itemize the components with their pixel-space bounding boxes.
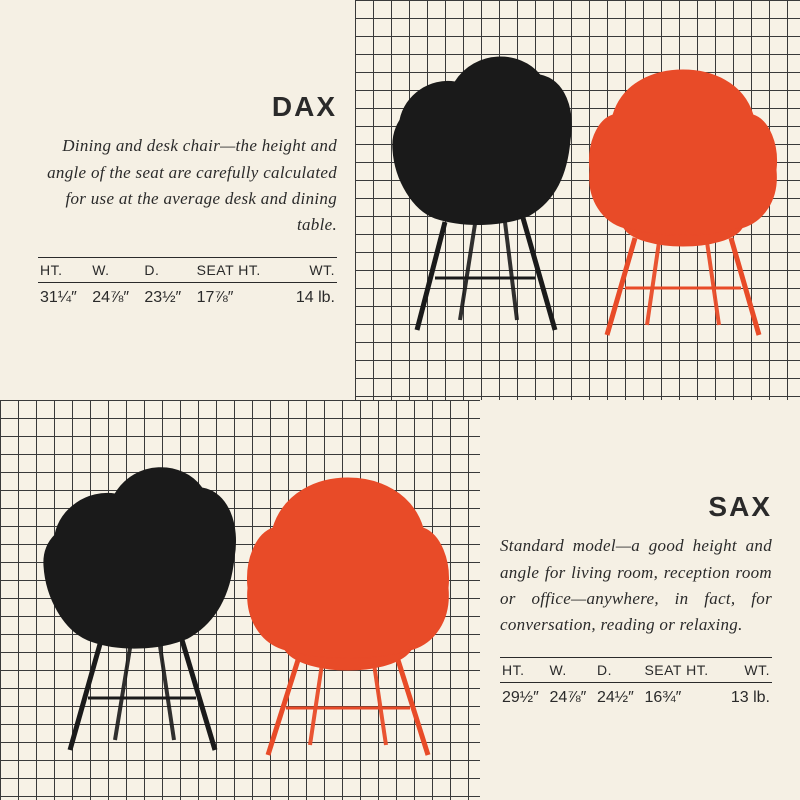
val-w: 24⅞″ [547,682,594,709]
table-row: 29½″ 24⅞″ 24½″ 16¾″ 13 lb. [500,682,772,709]
val-wt: 14 lb. [282,282,337,309]
chair-side-silhouette [44,468,236,750]
table-row: 31¼″ 24⅞″ 23½″ 17⅞″ 14 lb. [38,282,337,309]
dax-text-block: DAX Dining and desk chair—the height and… [0,0,355,400]
col-w: W. [547,657,594,682]
sax-title: SAX [500,491,772,523]
sax-grid-panel [0,400,480,800]
table-header-row: HT. W. D. SEAT HT. WT. [38,257,337,282]
dax-spec-table: HT. W. D. SEAT HT. WT. 31¼″ 24⅞″ 23½″ 17… [38,257,337,309]
col-seat-ht: SEAT HT. [195,257,282,282]
val-w: 24⅞″ [90,282,142,309]
dax-title: DAX [38,91,337,123]
chair-front-silhouette [589,70,776,335]
sax-section: SAX Standard model—a good height and ang… [0,400,800,800]
val-seat-ht: 16¾″ [642,682,721,709]
col-wt: WT. [722,657,772,682]
col-d: D. [142,257,194,282]
dax-description: Dining and desk chair—the height and ang… [38,133,337,238]
col-ht: HT. [38,257,90,282]
sax-chair-illustration [0,400,480,800]
col-w: W. [90,257,142,282]
dax-section: DAX Dining and desk chair—the height and… [0,0,800,400]
val-d: 23½″ [142,282,194,309]
val-d: 24½″ [595,682,642,709]
sax-spec-table: HT. W. D. SEAT HT. WT. 29½″ 24⅞″ 24½″ 16… [500,657,772,709]
dax-chair-illustration [355,0,800,400]
sax-description: Standard model—a good height and angle f… [500,533,772,638]
table-header-row: HT. W. D. SEAT HT. WT. [500,657,772,682]
val-wt: 13 lb. [722,682,772,709]
col-d: D. [595,657,642,682]
val-ht: 29½″ [500,682,547,709]
dax-grid-panel [355,0,800,400]
chair-front-silhouette [248,478,449,755]
chair-side-silhouette [393,57,571,330]
col-seat-ht: SEAT HT. [642,657,721,682]
col-ht: HT. [500,657,547,682]
sax-text-block: SAX Standard model—a good height and ang… [480,400,800,800]
val-seat-ht: 17⅞″ [195,282,282,309]
col-wt: WT. [282,257,337,282]
val-ht: 31¼″ [38,282,90,309]
